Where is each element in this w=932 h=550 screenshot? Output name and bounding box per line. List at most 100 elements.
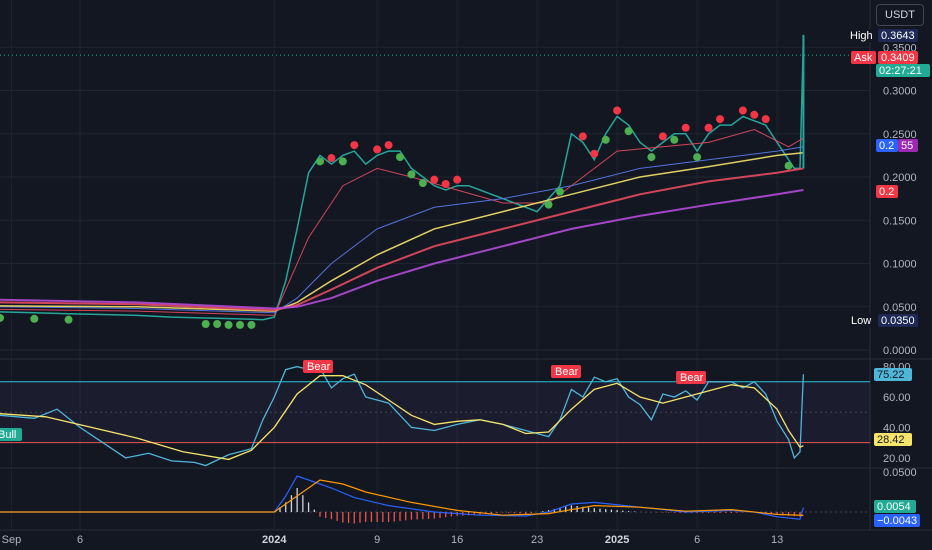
bear-label-1: Bear: [303, 360, 333, 373]
svg-text:Low: Low: [851, 315, 871, 327]
svg-text:Bear: Bear: [307, 361, 331, 373]
currency-button[interactable]: USDT: [876, 4, 924, 26]
time-tick-label: 6: [77, 534, 83, 546]
rsi-series-line: [0, 375, 804, 461]
svg-text:High: High: [850, 30, 873, 42]
bear-signal-dot: [716, 115, 724, 124]
bear-signal-dot: [658, 132, 667, 141]
bull-signal-dot: [407, 170, 416, 179]
svg-text:75.22: 75.22: [877, 369, 905, 381]
svg-text:Bear: Bear: [555, 366, 579, 378]
price-series-line: [0, 189, 804, 310]
macd-series-line: [0, 479, 804, 516]
bull-label: Bull: [0, 428, 22, 441]
bull-signal-dot: [0, 313, 4, 322]
bull-signal-dot: [64, 315, 73, 324]
high-value: 0.3643: [881, 30, 915, 42]
time-tick-label: Sep: [2, 534, 22, 546]
svg-text:Bull: Bull: [0, 429, 16, 441]
rsi-tick-label: 40.00: [883, 422, 911, 434]
svg-text:55: 55: [901, 140, 913, 152]
bear-signal-dot: [327, 154, 336, 163]
price-tick-label: 0.1000: [883, 259, 917, 271]
rsi-band: [0, 381, 870, 444]
price-series-line: [0, 167, 804, 312]
bear-signal-dot: [430, 175, 439, 184]
time-tick-label: 16: [451, 534, 463, 546]
bull-signal-dot: [647, 153, 656, 162]
bull-signal-dot: [624, 127, 633, 136]
price-tick-label: 0.0000: [883, 345, 917, 357]
time-axis[interactable]: Sep 6 2024 9 16 23 2025 6 13: [2, 534, 784, 546]
time-tick-label: 6: [694, 534, 700, 546]
ask-value: 0.3409: [881, 52, 915, 64]
bull-signal-dot: [224, 320, 233, 329]
rsi-panel[interactable]: [0, 365, 805, 467]
price-series-line: [0, 38, 805, 321]
time-tick-label: 2024: [262, 534, 287, 546]
bear-signal-dot: [590, 149, 599, 158]
bull-signal-dot: [316, 157, 324, 166]
bull-signal-dot: [670, 135, 679, 144]
rsi-tick-label: 60.00: [883, 392, 911, 404]
svg-text:Bear: Bear: [680, 372, 704, 384]
svg-text:0.2: 0.2: [879, 186, 894, 198]
grid: [0, 0, 932, 531]
rsi-tick-label: 20.00: [883, 453, 911, 465]
bull-signal-dot: [784, 161, 793, 170]
countdown-value: 02:27:21: [879, 65, 922, 77]
bull-signal-dot: [247, 320, 256, 329]
bear-signal-dot: [738, 106, 747, 115]
bull-signal-dot: [601, 135, 610, 144]
bull-signal-dot: [418, 179, 427, 188]
low-value: 0.0350: [881, 315, 915, 327]
svg-text:0.0054: 0.0054: [877, 501, 911, 513]
time-tick-label: 9: [374, 534, 380, 546]
bear-signal-dot: [350, 141, 359, 150]
signal-value-tag: −0.0043: [874, 514, 920, 527]
price-series-line: [0, 146, 804, 314]
rsi-value-tag: 75.22: [874, 368, 912, 381]
ask-tag: Ask 0.3409: [851, 51, 918, 64]
bear-signal-dot: [453, 175, 462, 184]
price-tick-label: 0.0500: [883, 302, 917, 314]
price-panel[interactable]: [0, 34, 805, 329]
time-tick-label: 23: [531, 534, 543, 546]
price-tick-label: 0.1500: [883, 215, 917, 227]
macd-tick-label: 0.0500: [883, 467, 917, 479]
price-tick-label: 0.3000: [883, 86, 917, 98]
price-series-line: [0, 128, 804, 316]
time-tick-label: 13: [771, 534, 783, 546]
bear-signal-dot: [704, 123, 713, 132]
bull-signal-dot: [236, 320, 244, 329]
bear-signal-dot: [373, 145, 382, 154]
bear-signal-dot: [681, 123, 690, 132]
price-tick-label: 0.2000: [883, 172, 917, 184]
bull-signal-dot: [201, 320, 210, 328]
high-tag: High 0.3643: [846, 29, 918, 42]
bear-label-2: Bear: [551, 365, 581, 378]
bull-signal-dot: [556, 187, 564, 196]
ma-blue-tag: 0.2 55: [876, 139, 918, 152]
svg-text:−0.0043: −0.0043: [877, 515, 917, 527]
rsi-ma-tag: 28.42: [874, 433, 912, 446]
macd-value-tag: 0.0054: [874, 500, 916, 513]
bear-label-3: Bear: [676, 371, 706, 384]
bear-signal-dot: [750, 110, 759, 119]
price-tick-label: 0.2500: [883, 129, 917, 141]
bull-signal-dot: [338, 157, 347, 166]
bear-signal-dot: [384, 141, 393, 150]
bull-signal-dot: [213, 320, 222, 328]
bear-signal-dot: [613, 106, 622, 115]
time-tick-label: 2025: [605, 534, 629, 546]
bear-signal-dot: [761, 115, 770, 124]
low-tag: Low 0.0350: [846, 314, 918, 327]
svg-text:Ask: Ask: [854, 52, 873, 64]
bull-signal-dot: [396, 153, 404, 162]
bull-signal-dot: [30, 314, 39, 323]
svg-text:28.42: 28.42: [877, 434, 905, 446]
bear-signal-dot: [441, 180, 450, 188]
macd-panel[interactable]: [0, 475, 870, 524]
bear-signal-dot: [578, 132, 587, 141]
